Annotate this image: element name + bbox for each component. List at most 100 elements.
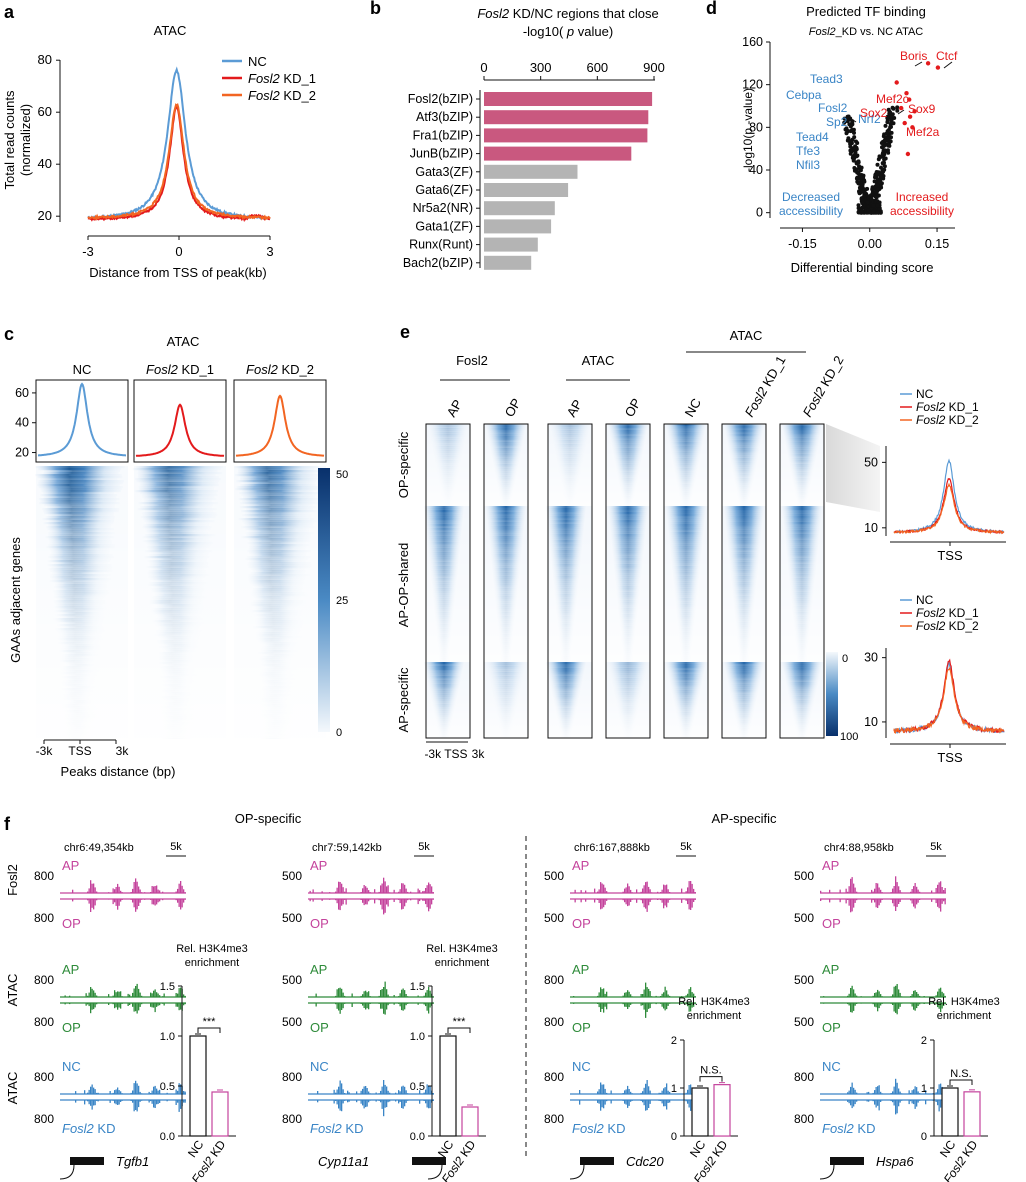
bar-ytick-label: 1 — [671, 1083, 677, 1095]
track-signal — [627, 899, 629, 907]
group-fosl2: Fosl2 — [456, 353, 488, 368]
track-signal — [839, 889, 841, 893]
e-heatmap-fade — [484, 662, 528, 738]
track-signal — [344, 891, 346, 893]
track-signal — [426, 1003, 428, 1011]
track-ymax: 500 — [282, 869, 302, 883]
track-signal — [132, 992, 134, 997]
track-signal — [625, 899, 627, 905]
track-signal — [425, 1089, 427, 1094]
track-signal — [339, 1080, 341, 1094]
track-signal — [601, 989, 603, 997]
d-point — [852, 166, 857, 170]
track-signal — [114, 889, 116, 893]
track-signal — [890, 1093, 892, 1094]
d-label-decreased: Nrf2 — [858, 112, 881, 126]
track-signal — [356, 1100, 358, 1103]
track-signal — [369, 1093, 371, 1094]
bar-rect — [963, 1091, 981, 1137]
track-signal — [384, 1100, 386, 1108]
track-signal — [338, 1100, 340, 1109]
track-signal — [687, 993, 689, 997]
e-heatmap-fade — [548, 662, 592, 738]
track-signal — [627, 883, 629, 893]
track-signal — [374, 889, 376, 893]
track-signal — [917, 1003, 919, 1006]
track-signal — [365, 886, 367, 893]
track-signal — [159, 899, 161, 902]
track-signal — [368, 890, 370, 893]
bar-title-2: enrichment — [937, 1010, 991, 1022]
track-signal — [875, 1003, 877, 1008]
d-point — [852, 130, 856, 135]
track-signal — [183, 1091, 185, 1094]
track-signal — [631, 892, 633, 893]
a-series-line-0 — [87, 66, 271, 220]
track-signal — [880, 899, 882, 903]
b-bar — [484, 110, 649, 125]
track-signal — [643, 989, 645, 997]
track-signal — [178, 988, 180, 997]
track-signal — [369, 892, 371, 893]
panel-b-title: Fosl2 KD/NC regions that close — [477, 6, 658, 21]
track-signal — [916, 1003, 918, 1009]
track-signal — [87, 1003, 89, 1005]
track-signal — [336, 887, 338, 893]
track-signal — [429, 884, 431, 893]
b-bar — [484, 164, 578, 179]
track-signal — [658, 1100, 660, 1101]
gene-model — [412, 1157, 446, 1165]
track-signal — [162, 996, 164, 997]
track-signal — [597, 1100, 599, 1103]
track-signal — [925, 1090, 927, 1094]
gene-model — [70, 1157, 104, 1165]
e-heatmap-fade — [664, 506, 708, 662]
gene-name: Cyp11a1 — [318, 1154, 369, 1169]
track-signal — [335, 891, 337, 893]
track-signal — [877, 899, 879, 908]
track-label-top: NC — [62, 1059, 81, 1074]
track-signal — [333, 1089, 335, 1094]
track-signal — [604, 899, 606, 905]
track-signal — [87, 1092, 89, 1094]
track-signal — [685, 1003, 687, 1005]
track-signal — [362, 1003, 364, 1006]
track-signal — [624, 1090, 626, 1094]
track-signal — [573, 1003, 575, 1004]
track-signal — [895, 876, 897, 893]
track-signal — [144, 899, 146, 900]
d-point — [859, 196, 864, 201]
track-signal — [148, 1091, 150, 1094]
track-signal — [694, 892, 696, 893]
track-signal — [87, 899, 89, 901]
track-signal — [120, 1003, 122, 1009]
track-signal — [601, 1003, 603, 1009]
track-label-top: NC — [822, 1059, 841, 1074]
track-signal — [387, 885, 389, 893]
scale-label: 5k — [680, 841, 692, 853]
e-heatmap-border — [425, 423, 471, 739]
track-signal — [878, 1100, 880, 1111]
track-signal — [387, 1003, 389, 1006]
track-signal — [136, 1083, 138, 1094]
d-point — [875, 210, 880, 215]
track-signal — [423, 1092, 425, 1094]
track-signal — [426, 1084, 428, 1094]
e-column-label: Fosl2 KD_2 — [800, 353, 847, 419]
track-ymax: 800 — [282, 1112, 302, 1126]
track-signal — [150, 1093, 152, 1094]
track-signal — [666, 990, 668, 997]
track-signal — [622, 1003, 624, 1005]
track-signal — [429, 1086, 431, 1094]
track-signal — [574, 899, 576, 903]
bar-title-1: Rel. H3K4me3 — [928, 996, 1000, 1008]
track-signal — [881, 899, 883, 900]
c-column-label: Fosl2 KD_2 — [246, 362, 314, 377]
track-signal — [911, 899, 913, 904]
track-ymax: 800 — [34, 911, 54, 925]
track-signal — [401, 1100, 403, 1108]
track-signal — [642, 1100, 644, 1103]
track-signal — [685, 1100, 687, 1102]
d-point — [855, 141, 860, 145]
e-heatmap-border — [779, 423, 825, 739]
